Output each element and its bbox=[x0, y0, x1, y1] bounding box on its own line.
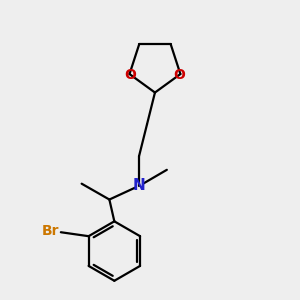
Text: O: O bbox=[124, 68, 136, 82]
Text: O: O bbox=[173, 68, 185, 82]
Text: N: N bbox=[133, 178, 146, 193]
Text: Br: Br bbox=[41, 224, 59, 238]
